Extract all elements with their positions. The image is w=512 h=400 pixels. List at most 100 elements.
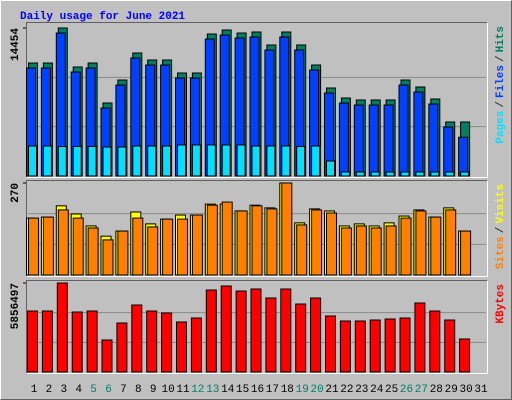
x-tick-label: 26 — [400, 384, 413, 396]
bar — [147, 145, 157, 177]
x-tick-label: 17 — [266, 384, 279, 396]
bar — [177, 218, 188, 276]
bar — [296, 146, 306, 177]
bar — [338, 102, 349, 177]
bar — [428, 103, 439, 177]
bar — [370, 171, 380, 177]
bar — [57, 209, 69, 276]
bar — [42, 145, 52, 177]
bar — [385, 225, 397, 276]
bar — [430, 216, 442, 276]
legend: KBytes — [495, 284, 507, 324]
bar — [147, 226, 159, 276]
bar — [354, 320, 366, 373]
bar — [295, 303, 307, 373]
x-tick-label: 30 — [459, 384, 472, 396]
bar — [445, 171, 455, 177]
bar — [102, 146, 112, 177]
x-tick-label: 4 — [75, 384, 82, 396]
plot-bevel-light — [26, 280, 488, 374]
bar — [353, 104, 364, 177]
x-tick-label: 20 — [310, 384, 323, 396]
x-tick-label: 2 — [46, 384, 53, 396]
legend: Pages / Files / Hits — [495, 26, 507, 144]
legend-entry: Visits — [495, 184, 507, 224]
bar — [325, 315, 336, 373]
bar — [368, 104, 379, 177]
bar — [250, 288, 262, 373]
bar — [251, 145, 261, 177]
x-tick-label: 6 — [105, 384, 112, 396]
bar — [176, 321, 187, 373]
x-tick-label: 28 — [430, 384, 443, 396]
bar — [117, 230, 129, 276]
bar — [220, 285, 232, 373]
bar — [460, 171, 470, 177]
bar — [116, 322, 128, 373]
x-tick-label: 15 — [236, 384, 249, 396]
bar — [162, 218, 174, 276]
bar — [102, 239, 114, 276]
bar — [71, 311, 83, 373]
x-tick-label: 12 — [191, 384, 204, 396]
x-tick-label: 25 — [385, 384, 398, 396]
bar — [86, 310, 98, 373]
bar — [399, 317, 411, 373]
bar — [41, 310, 53, 373]
bar — [340, 227, 352, 276]
legend-entry: Files — [495, 65, 507, 98]
bar — [56, 282, 68, 373]
bar — [161, 312, 173, 373]
legend-entry: KBytes — [495, 284, 507, 324]
bar — [266, 145, 276, 177]
bar — [235, 290, 247, 373]
bar — [355, 225, 367, 276]
bar — [251, 205, 263, 276]
x-tick-label: 24 — [370, 384, 384, 396]
legend-separator: / — [495, 55, 507, 62]
x-tick-label: 14 — [221, 384, 235, 396]
bar — [72, 217, 84, 276]
bar — [265, 297, 277, 373]
bar — [221, 144, 231, 177]
legend: Sites / Visits — [495, 184, 507, 269]
bar — [458, 136, 469, 177]
bar — [191, 144, 201, 177]
bar — [146, 310, 158, 373]
bar — [132, 217, 144, 276]
bar — [131, 304, 143, 373]
bar — [72, 146, 82, 177]
bar — [415, 210, 427, 276]
y-tick-label: 14454 — [10, 28, 22, 61]
legend-entry: Hits — [495, 26, 507, 52]
x-tick-label: 19 — [296, 384, 309, 396]
x-tick-label: 1 — [31, 384, 38, 396]
bar — [400, 217, 412, 276]
x-tick-label: 29 — [445, 384, 458, 396]
bar — [400, 171, 410, 177]
bar — [311, 209, 323, 276]
x-tick-label: 16 — [251, 384, 264, 396]
bar — [101, 339, 113, 373]
bar — [296, 224, 308, 276]
x-tick-label: 21 — [325, 384, 339, 396]
bar — [87, 146, 97, 177]
legend-entry: Pages — [495, 111, 507, 144]
bar — [355, 171, 365, 177]
bar — [236, 144, 246, 177]
x-tick-label: 10 — [161, 384, 174, 396]
x-tick-label: 3 — [60, 384, 67, 396]
x-tick-label: 27 — [415, 384, 428, 396]
bar — [311, 145, 321, 177]
bar — [444, 319, 456, 373]
bar — [430, 171, 440, 177]
bar — [206, 204, 218, 276]
bar — [340, 171, 350, 177]
bar — [236, 210, 248, 276]
bar — [429, 310, 441, 373]
chart-title: Daily usage for June 2021 — [20, 11, 185, 23]
bar — [339, 320, 351, 373]
bar — [205, 289, 217, 373]
